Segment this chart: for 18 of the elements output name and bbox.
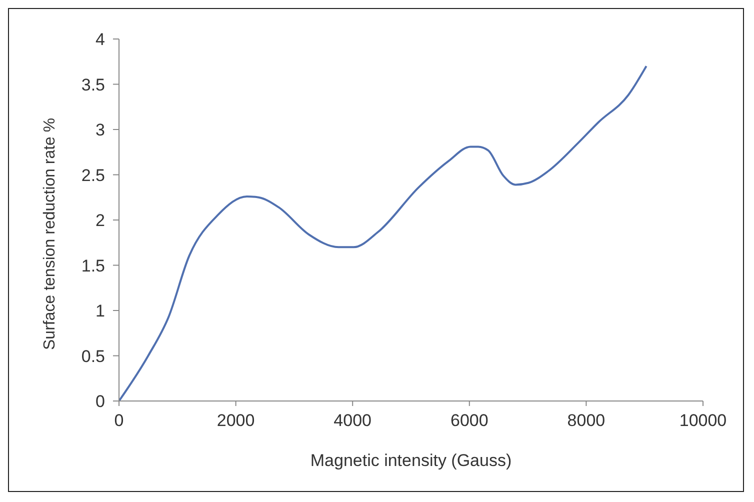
x-tick-label: 2000	[216, 411, 255, 430]
y-tick-label: 4	[96, 30, 105, 50]
y-tick-label: 1.5	[81, 256, 105, 276]
y-axis-title: Surface tension reduction rate %	[42, 118, 59, 350]
x-tick-label: 0	[114, 411, 124, 430]
line-series	[119, 65, 648, 401]
y-tick-label: 2.5	[81, 166, 105, 185]
x-tick-label: 8000	[567, 411, 606, 430]
y-tick-label: 1	[96, 302, 105, 321]
x-tick-label: 4000	[334, 411, 372, 430]
x-axis-title: Magnetic intensity (Gauss)	[310, 451, 512, 470]
y-tick-label: 0	[96, 392, 105, 412]
y-tick-label: 3.5	[81, 75, 105, 94]
y-tick-label: 0.5	[81, 346, 105, 366]
y-tick-label: 2	[96, 211, 105, 230]
x-tick-label: 10000	[679, 411, 727, 430]
y-tick-label: 3	[96, 120, 105, 140]
x-tick-label: 6000	[450, 411, 488, 430]
